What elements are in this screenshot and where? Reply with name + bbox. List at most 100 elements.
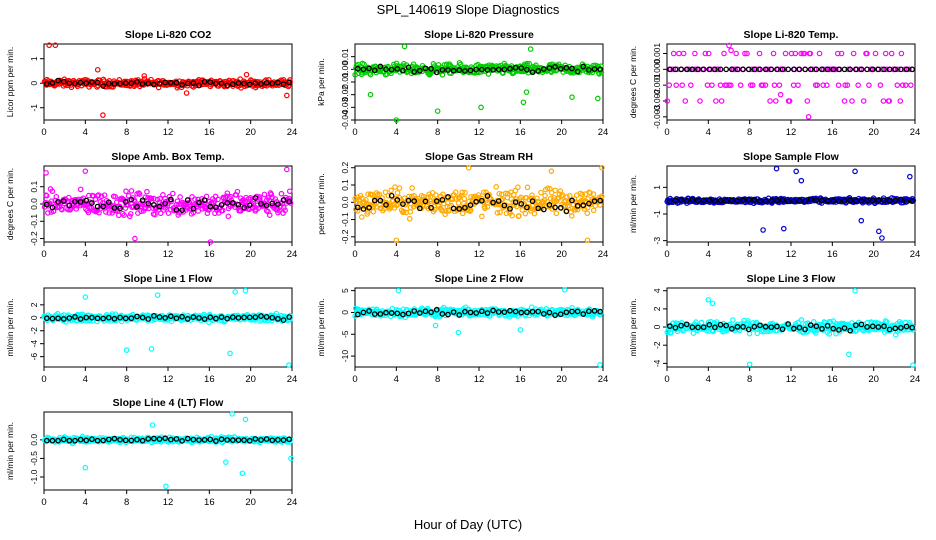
reference-point — [563, 309, 570, 316]
data-point — [73, 206, 80, 212]
reference-point — [813, 323, 820, 330]
data-point — [98, 193, 105, 200]
data-point — [522, 210, 529, 217]
x-tick-label: 4 — [83, 374, 88, 385]
data-point — [698, 319, 705, 326]
reference-point — [43, 315, 50, 322]
reference-point — [757, 198, 763, 204]
reference-points — [43, 77, 293, 89]
figure-title: SPL_140619 Slope Diagnostics — [376, 2, 560, 17]
data-point — [369, 311, 376, 318]
reference-point — [89, 200, 95, 206]
reference-point — [569, 65, 575, 72]
reference-point — [586, 66, 592, 73]
outlier-point — [465, 164, 472, 171]
y-tick-label: 0.001 — [652, 43, 662, 65]
reference-point — [405, 64, 412, 71]
reference-point — [700, 66, 707, 73]
outlier-point — [561, 286, 568, 293]
reference-point — [280, 197, 287, 203]
data-point — [721, 50, 727, 57]
y-tick-label: 2 — [29, 302, 39, 307]
reference-point — [60, 78, 67, 85]
data-points — [352, 43, 605, 123]
y-tick-label: -0.02 — [340, 85, 350, 105]
data-point — [762, 82, 769, 88]
data-point — [795, 82, 801, 88]
reference-point — [745, 326, 752, 333]
outlier-point — [284, 166, 290, 173]
reference-point — [252, 314, 259, 321]
reference-point — [881, 323, 887, 330]
reference-point — [580, 202, 587, 209]
reference-point — [201, 436, 208, 443]
x-tick-label: 12 — [474, 249, 485, 260]
reference-points — [43, 435, 293, 444]
data-point — [697, 98, 703, 104]
reference-points — [43, 312, 293, 323]
reference-point — [672, 66, 679, 73]
y-tick-label: 0.0 — [29, 198, 39, 210]
reference-point — [122, 199, 129, 205]
y-tick-label: -4 — [29, 340, 39, 348]
outlier-point — [401, 43, 408, 50]
reference-point — [246, 81, 253, 88]
data-point — [509, 212, 515, 219]
reference-point — [563, 208, 570, 215]
reference-point — [569, 197, 575, 204]
reference-point — [734, 323, 741, 330]
x-tick-label: 8 — [124, 127, 129, 138]
x-tick-label: 16 — [827, 249, 838, 260]
data-point — [830, 318, 837, 324]
reference-point — [433, 198, 440, 204]
data-points — [41, 411, 294, 490]
reference-point — [507, 65, 513, 72]
chart-title: Slope Sample Flow — [743, 151, 840, 163]
y-tick-label: 1 — [29, 56, 39, 61]
reference-point — [495, 198, 502, 204]
outlier-point — [455, 329, 462, 336]
data-point — [439, 207, 445, 214]
reference-point — [847, 197, 854, 204]
reference-point — [213, 438, 219, 444]
data-point — [883, 319, 890, 325]
data-point — [894, 82, 901, 88]
reference-point — [597, 66, 604, 73]
chart-panel-1: Slope Li-820 CO2 Licor ppm per min. 0 4 8 12 1… — [5, 29, 297, 138]
reference-points — [666, 196, 916, 205]
data-point — [143, 201, 150, 207]
reference-point — [824, 197, 831, 204]
data-point — [268, 191, 275, 198]
reference-point — [105, 199, 112, 206]
reference-point — [207, 79, 214, 86]
reference-point — [83, 197, 90, 204]
data-point — [804, 98, 811, 104]
data-point — [406, 215, 413, 222]
x-tick-label: 4 — [706, 127, 711, 138]
reference-point — [179, 313, 185, 320]
outlier-point — [243, 71, 250, 78]
reference-point — [428, 65, 434, 72]
data-point — [459, 189, 466, 196]
data-point — [587, 190, 593, 196]
data-point — [838, 50, 845, 57]
reference-point — [416, 205, 423, 212]
reference-point — [757, 66, 763, 73]
x-tick-label: 0 — [352, 127, 357, 138]
reference-point — [836, 198, 842, 205]
x-tick-label: 8 — [435, 374, 440, 385]
reference-point — [280, 317, 287, 323]
reference-point — [94, 79, 101, 86]
y-tick-label: 0.01 — [340, 48, 350, 65]
figure-x-axis-label: Hour of Day (UTC) — [413, 517, 523, 532]
reference-point — [892, 325, 899, 332]
reference-point — [263, 79, 270, 86]
data-point — [877, 82, 884, 88]
y-tick-label: -6 — [29, 353, 39, 361]
data-point — [157, 195, 163, 202]
reference-point — [723, 66, 730, 73]
reference-point — [450, 205, 457, 212]
data-point — [801, 50, 808, 57]
reference-point — [167, 79, 174, 86]
x-tick-label: 20 — [245, 249, 256, 260]
